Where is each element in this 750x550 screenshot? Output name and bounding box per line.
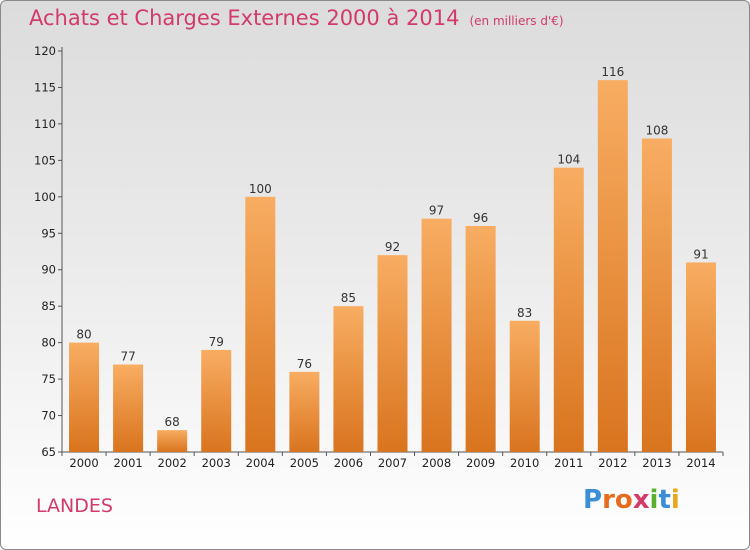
data-label: 77	[120, 350, 135, 364]
data-label: 108	[645, 123, 668, 137]
data-label: 85	[341, 291, 356, 305]
x-tick-label: 2014	[686, 456, 715, 470]
bar	[597, 80, 628, 452]
y-tick-label: 80	[41, 336, 56, 350]
data-label: 104	[557, 153, 580, 167]
y-tick-label: 90	[41, 263, 56, 277]
y-tick-label: 85	[41, 299, 56, 313]
data-label: 97	[429, 204, 444, 218]
region-label: LANDES	[36, 495, 113, 517]
x-tick-label: 2011	[554, 456, 583, 470]
x-tick-label: 2013	[642, 456, 671, 470]
bar	[641, 138, 672, 452]
data-label: 100	[249, 182, 272, 196]
chart-title: Achats et Charges Externes 2000 à 2014 (e…	[29, 6, 564, 30]
logo-letter: o	[614, 485, 633, 515]
logo-letter: t	[658, 485, 671, 515]
x-tick-label: 2012	[598, 456, 627, 470]
logo-letter: i	[649, 485, 659, 515]
y-tick-label: 70	[41, 409, 56, 423]
data-label: 91	[693, 247, 708, 261]
bar	[553, 167, 584, 452]
bar	[201, 349, 232, 452]
chart-subtitle: (en milliers d'€)	[469, 14, 564, 28]
x-tick-label: 2000	[69, 456, 98, 470]
bar	[157, 430, 188, 452]
bar	[245, 196, 276, 452]
bar	[113, 364, 144, 452]
data-label: 79	[209, 335, 224, 349]
data-label: 76	[297, 357, 312, 371]
data-label: 83	[517, 306, 532, 320]
data-label: 68	[165, 415, 180, 429]
bar	[421, 218, 452, 452]
logo-letter: r	[602, 485, 615, 515]
x-tick-label: 2004	[246, 456, 275, 470]
bar	[289, 371, 320, 452]
y-tick-label: 115	[34, 80, 56, 94]
data-label: 116	[601, 65, 624, 79]
y-tick-label: 100	[34, 190, 56, 204]
y-tick-label: 120	[34, 44, 56, 58]
x-tick-label: 2007	[378, 456, 407, 470]
bar	[685, 262, 716, 452]
bar	[509, 320, 540, 452]
value-labels: 80 77 68 79 100 76 85 92 97 96 83 104 116 108 91	[76, 65, 708, 429]
x-tick-label: 2003	[202, 456, 231, 470]
y-tick-label: 110	[34, 117, 56, 131]
x-tick-label: 2008	[422, 456, 451, 470]
data-label: 92	[385, 240, 400, 254]
logo-letter: i	[670, 485, 680, 515]
x-tick-label: 2001	[113, 456, 142, 470]
x-tick-label: 2009	[466, 456, 495, 470]
data-label: 96	[473, 211, 488, 225]
bar	[69, 342, 100, 452]
chart-title-text: Achats et Charges Externes 2000 à 2014	[29, 6, 460, 30]
x-tick-label: 2005	[290, 456, 319, 470]
x-tick-label: 2006	[334, 456, 363, 470]
data-label: 80	[76, 328, 91, 342]
axes: 65 70 75 80 85 90 95 100 105 110 115 120 2000 2001 200…	[34, 44, 724, 470]
bar	[377, 255, 408, 452]
proxiti-logo: Proxiti	[583, 485, 680, 515]
bar	[333, 306, 364, 452]
y-tick-label: 65	[41, 445, 56, 459]
x-tick-label: 2010	[510, 456, 539, 470]
y-tick-label: 105	[34, 153, 56, 167]
y-tick-label: 75	[41, 372, 56, 386]
logo-letter: P	[583, 485, 603, 515]
logo-letter: x	[632, 485, 650, 515]
y-tick-label: 95	[41, 226, 56, 240]
x-tick-label: 2002	[158, 456, 187, 470]
bars	[69, 80, 716, 452]
bar	[465, 225, 496, 452]
